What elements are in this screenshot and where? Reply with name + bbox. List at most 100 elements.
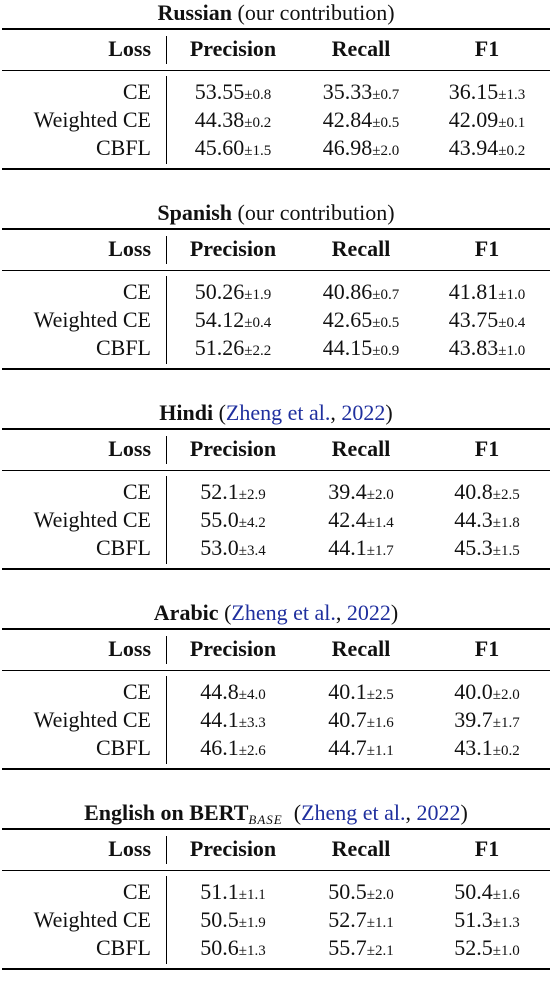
column-header-precision: Precision — [189, 636, 277, 661]
top-rule — [2, 228, 550, 230]
f1-mean: 40.0 — [454, 679, 493, 704]
f1-cell: 39.7±1.7 — [428, 706, 546, 737]
precision-std: ±0.4 — [244, 315, 272, 331]
header-rule — [2, 670, 550, 671]
f1-std: ±2.5 — [492, 487, 520, 503]
top-rule — [2, 828, 550, 830]
precision-cell: 53.55±0.8 — [174, 78, 292, 109]
recall-mean: 42.84 — [322, 107, 373, 132]
column-header-loss: Loss — [108, 636, 151, 661]
recall-cell: 55.7±2.1 — [302, 934, 420, 965]
bottom-rule — [2, 768, 550, 770]
recall-mean: 44.15 — [322, 335, 373, 360]
f1-cell: 44.3±1.8 — [428, 506, 546, 537]
column-header-f1: F1 — [474, 436, 500, 461]
citation-year-link[interactable]: 2022 — [341, 400, 386, 425]
f1-std: ±0.4 — [498, 315, 526, 331]
recall-cell: 42.84±0.5 — [302, 106, 420, 137]
f1-std: ±1.0 — [492, 943, 520, 959]
recall-std: ±2.1 — [366, 943, 394, 959]
f1-std: ±2.0 — [492, 687, 520, 703]
recall-cell: 50.5±2.0 — [302, 878, 420, 909]
precision-mean: 51.1 — [200, 879, 239, 904]
f1-std: ±1.3 — [498, 87, 526, 103]
f1-cell: 36.15±1.3 — [428, 78, 546, 109]
recall-std: ±0.9 — [372, 343, 400, 359]
loss-name: Weighted CE — [33, 107, 151, 132]
top-rule — [2, 28, 550, 30]
column-header-recall: Recall — [331, 36, 391, 61]
model-subscript: BASE — [248, 812, 283, 827]
precision-std: ±2.2 — [244, 343, 272, 359]
table-row: Weighted CE 55.0±4.2 42.4±1.4 44.3±1.8 — [0, 506, 552, 534]
recall-std: ±0.7 — [372, 87, 400, 103]
table-row: CBFL 51.26±2.2 44.15±0.9 43.83±1.0 — [0, 334, 552, 362]
precision-mean: 54.12 — [194, 307, 245, 332]
column-header-f1: F1 — [474, 636, 500, 661]
recall-std: ±0.7 — [372, 287, 400, 303]
body-column-divider — [166, 476, 168, 564]
recall-std: ±2.5 — [366, 687, 394, 703]
f1-mean: 50.4 — [454, 879, 493, 904]
table-row: Weighted CE 44.38±0.2 42.84±0.5 42.09±0.1 — [0, 106, 552, 134]
citation-year-link[interactable]: 2022 — [346, 600, 391, 625]
precision-cell: 50.6±1.3 — [174, 934, 292, 965]
recall-mean: 35.33 — [322, 79, 373, 104]
recall-std: ±0.5 — [372, 115, 400, 131]
recall-std: ±1.7 — [366, 543, 394, 559]
language-name: Spanish — [157, 200, 233, 225]
precision-mean: 50.5 — [200, 907, 239, 932]
header-rule — [2, 470, 550, 471]
f1-mean: 43.83 — [448, 335, 499, 360]
column-header-precision: Precision — [189, 436, 277, 461]
header-column-divider — [166, 236, 168, 264]
table-section: Spanish (our contribution) Loss Precision R… — [0, 200, 552, 400]
precision-std: ±1.1 — [238, 887, 266, 903]
f1-std: ±1.7 — [492, 715, 520, 731]
citation-link[interactable]: Zheng et al. — [231, 600, 336, 625]
f1-mean: 51.3 — [454, 907, 493, 932]
f1-std: ±0.1 — [498, 115, 526, 131]
table-section: Arabic (Zheng et al., 2022) Loss Precision… — [0, 600, 552, 800]
f1-std: ±1.0 — [498, 287, 526, 303]
citation-year-link[interactable]: 2022 — [416, 800, 461, 825]
f1-cell: 42.09±0.1 — [428, 106, 546, 137]
loss-name: Weighted CE — [33, 307, 151, 332]
column-header-recall: Recall — [331, 636, 391, 661]
bottom-rule — [2, 168, 550, 170]
source-note: (our contribution) — [237, 200, 395, 225]
column-header-f1: F1 — [474, 836, 500, 861]
recall-cell: 42.4±1.4 — [302, 506, 420, 537]
recall-std: ±2.0 — [366, 887, 394, 903]
f1-cell: 40.8±2.5 — [428, 478, 546, 509]
table-section: Russian (our contribution) Loss Precision R… — [0, 0, 552, 200]
f1-std: ±1.0 — [498, 343, 526, 359]
table-row: CE 50.26±1.9 40.86±0.7 41.81±1.0 — [0, 278, 552, 306]
f1-std: ±0.2 — [498, 143, 526, 159]
precision-std: ±0.8 — [244, 87, 272, 103]
recall-cell: 39.4±2.0 — [302, 478, 420, 509]
precision-mean: 44.1 — [200, 707, 239, 732]
precision-cell: 51.26±2.2 — [174, 334, 292, 365]
source-note: (our contribution) — [237, 0, 395, 25]
precision-std: ±2.6 — [238, 743, 266, 759]
results-tables: Russian (our contribution) Loss Precision R… — [0, 0, 552, 970]
table-row: CE 44.8±4.0 40.1±2.5 40.0±2.0 — [0, 678, 552, 706]
precision-cell: 51.1±1.1 — [174, 878, 292, 909]
citation-link[interactable]: Zheng et al. — [225, 400, 331, 425]
precision-std: ±1.9 — [238, 915, 266, 931]
language-name: Hindi — [159, 400, 214, 425]
column-header-f1: F1 — [474, 236, 500, 261]
loss-name: CBFL — [95, 535, 151, 560]
recall-cell: 52.7±1.1 — [302, 906, 420, 937]
f1-mean: 43.94 — [448, 135, 499, 160]
f1-std: ±1.5 — [492, 543, 520, 559]
f1-mean: 39.7 — [454, 707, 493, 732]
recall-cell: 42.65±0.5 — [302, 306, 420, 337]
f1-cell: 51.3±1.3 — [428, 906, 546, 937]
column-header-f1: F1 — [474, 36, 500, 61]
recall-std: ±1.1 — [366, 743, 394, 759]
citation-link[interactable]: Zheng et al. — [301, 800, 406, 825]
precision-std: ±4.2 — [238, 515, 266, 531]
header-rule — [2, 70, 550, 71]
